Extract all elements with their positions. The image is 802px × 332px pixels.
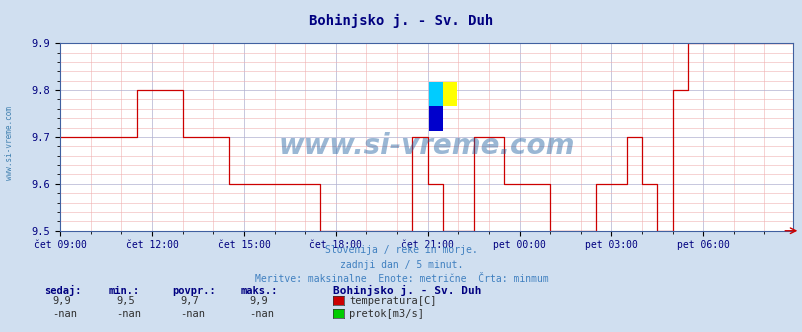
Text: sedaj:: sedaj:: [44, 285, 82, 296]
Text: www.si-vreme.com: www.si-vreme.com: [277, 132, 574, 160]
Text: Meritve: maksinalne  Enote: metrične  Črta: minmum: Meritve: maksinalne Enote: metrične Črta…: [254, 274, 548, 284]
Text: Slovenija / reke in morje.: Slovenija / reke in morje.: [325, 245, 477, 255]
Text: www.si-vreme.com: www.si-vreme.com: [5, 106, 14, 180]
Text: 9,9: 9,9: [249, 296, 267, 306]
Text: -nan: -nan: [52, 309, 77, 319]
Text: 9,7: 9,7: [180, 296, 199, 306]
Text: Bohinjsko j. - Sv. Duh: Bohinjsko j. - Sv. Duh: [309, 14, 493, 29]
Text: zadnji dan / 5 minut.: zadnji dan / 5 minut.: [339, 260, 463, 270]
Text: 9,5: 9,5: [116, 296, 135, 306]
Text: temperatura[C]: temperatura[C]: [349, 296, 436, 306]
Text: -nan: -nan: [180, 309, 205, 319]
Text: min.:: min.:: [108, 286, 140, 296]
Text: 9,9: 9,9: [52, 296, 71, 306]
Text: pretok[m3/s]: pretok[m3/s]: [349, 309, 423, 319]
Text: Bohinjsko j. - Sv. Duh: Bohinjsko j. - Sv. Duh: [333, 285, 481, 296]
Text: -nan: -nan: [116, 309, 141, 319]
Text: maks.:: maks.:: [241, 286, 278, 296]
Text: -nan: -nan: [249, 309, 273, 319]
Text: povpr.:: povpr.:: [172, 286, 216, 296]
